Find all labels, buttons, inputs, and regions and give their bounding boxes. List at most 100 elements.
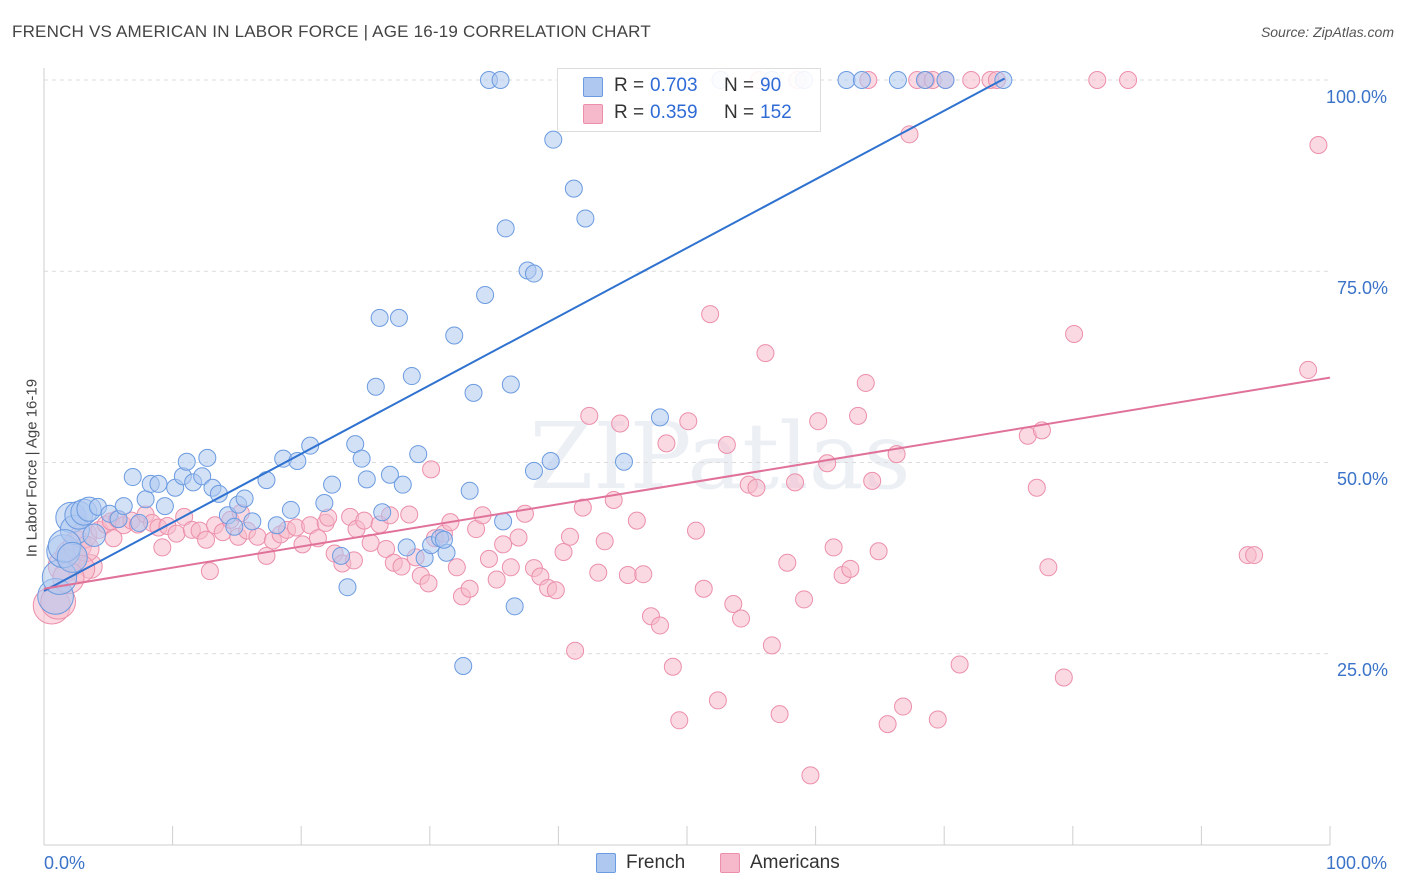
french-point-72	[541, 451, 560, 470]
french-point-62	[476, 285, 495, 304]
americans-point-112	[869, 542, 888, 561]
americans-point-72	[566, 641, 585, 660]
french-point-17	[155, 497, 174, 516]
americans-point-123	[962, 71, 981, 89]
stats-legend: R = 0.703 N = 90 R = 0.359 N = 152	[557, 68, 821, 132]
americans-point-109	[849, 406, 868, 425]
americans-point-135	[1245, 546, 1264, 565]
americans-point-89	[694, 579, 713, 598]
americans-point-70	[554, 543, 573, 562]
french-point-37	[315, 494, 334, 513]
french-point-16	[149, 474, 168, 493]
french-point-89	[56, 541, 88, 573]
french-point-52	[409, 445, 428, 464]
french-point-64	[491, 71, 510, 89]
french-point-47	[380, 465, 399, 484]
french-legend-swatch	[596, 853, 616, 873]
french-swatch	[583, 77, 603, 97]
series-legend: French Americans	[0, 852, 1406, 876]
americans-point-108	[841, 559, 860, 578]
y-tick-label-75: 75.0%	[1337, 278, 1389, 298]
americans-point-88	[687, 521, 706, 540]
french-legend-label: French	[626, 852, 686, 873]
french-point-14	[136, 490, 155, 509]
americans-point-122	[950, 655, 969, 674]
x-tick-label-min: 0.0%	[44, 853, 86, 873]
americans-swatch	[583, 104, 603, 124]
americans-point-92	[717, 435, 736, 454]
french-point-23	[198, 448, 217, 467]
americans-point-151	[422, 460, 441, 479]
americans-point-51	[419, 574, 438, 593]
french-point-31	[257, 471, 276, 490]
americans-point-86	[670, 711, 689, 730]
americans-point-79	[618, 565, 637, 584]
french-point-83	[888, 71, 907, 89]
americans-point-28	[248, 527, 267, 546]
french-point-11	[114, 497, 133, 516]
americans-point-98	[762, 636, 781, 655]
americans-point-94	[732, 609, 751, 628]
americans-point-111	[863, 471, 882, 490]
americans-point-29	[257, 546, 276, 565]
americans-point-97	[756, 344, 775, 363]
americans-legend-label: Americans	[750, 852, 840, 873]
americans-point-63	[501, 558, 520, 577]
french-n-label: N =	[724, 75, 755, 96]
french-point-61	[464, 383, 483, 402]
americans-point-76	[595, 532, 614, 551]
french-point-13	[130, 513, 149, 532]
americans-point-96	[747, 478, 766, 497]
french-point-49	[393, 475, 412, 494]
y-tick-label-100: 100.0%	[1326, 87, 1388, 107]
americans-point-22	[197, 530, 216, 549]
french-point-57	[434, 530, 453, 549]
americans-point-87	[679, 412, 698, 431]
french-point-20	[177, 452, 196, 471]
americans-point-81	[634, 565, 653, 584]
americans-point-84	[657, 434, 676, 453]
americans-point-90	[701, 305, 720, 324]
french-point-45	[370, 308, 389, 327]
french-point-29	[235, 489, 254, 508]
americans-point-147	[104, 529, 123, 548]
americans-point-136	[1299, 360, 1318, 379]
source-label: Source: ZipAtlas.com	[1260, 24, 1394, 40]
french-point-71	[524, 461, 543, 480]
french-point-44	[366, 377, 385, 396]
french-point-85	[936, 71, 955, 89]
french-point-30	[243, 512, 262, 531]
americans-point-83	[650, 616, 669, 635]
french-point-48	[389, 308, 408, 327]
french-point-39	[332, 546, 351, 565]
french-point-40	[338, 578, 357, 597]
americans-point-75	[589, 563, 608, 582]
americans-trendline	[43, 376, 1331, 590]
americans-point-120	[928, 710, 947, 729]
americans-point-47	[392, 557, 411, 576]
americans-point-60	[479, 549, 498, 568]
chart-title: FRENCH VS AMERICAN IN LABOR FORCE | AGE …	[12, 22, 651, 41]
americans-point-129	[1039, 558, 1058, 577]
americans-point-102	[795, 590, 814, 609]
french-point-46	[373, 503, 392, 522]
americans-point-101	[786, 473, 805, 492]
americans-point-93	[724, 595, 743, 614]
french-point-77	[650, 408, 669, 427]
french-point-43	[357, 470, 376, 489]
french-point-73	[544, 130, 563, 149]
americans-point-99	[770, 705, 789, 724]
americans-point-78	[611, 414, 630, 433]
americans-point-62	[494, 535, 513, 554]
french-point-58	[445, 326, 464, 345]
y-tick-label-50: 50.0%	[1337, 469, 1389, 489]
americans-point-115	[894, 697, 913, 716]
french-point-59	[454, 656, 473, 675]
americans-point-133	[1119, 71, 1138, 89]
americans-point-55	[447, 558, 466, 577]
french-point-50	[397, 538, 416, 557]
americans-point-110	[856, 373, 875, 392]
americans-point-74	[580, 406, 599, 425]
americans-point-71	[560, 527, 579, 546]
french-point-76	[614, 452, 633, 471]
